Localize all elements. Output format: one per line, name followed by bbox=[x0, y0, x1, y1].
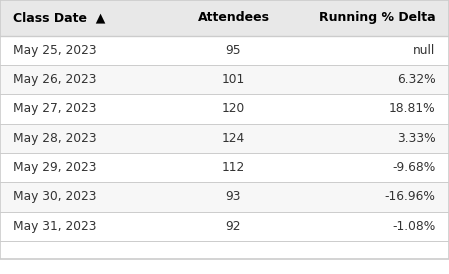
FancyBboxPatch shape bbox=[0, 182, 449, 212]
FancyBboxPatch shape bbox=[0, 153, 449, 182]
Text: Class Date  ▲: Class Date ▲ bbox=[13, 11, 106, 24]
Text: 93: 93 bbox=[226, 190, 241, 203]
Text: 95: 95 bbox=[226, 44, 241, 57]
FancyBboxPatch shape bbox=[0, 241, 449, 259]
Text: 120: 120 bbox=[222, 102, 245, 115]
Text: 112: 112 bbox=[222, 161, 245, 174]
FancyBboxPatch shape bbox=[0, 94, 449, 124]
Text: -9.68%: -9.68% bbox=[392, 161, 436, 174]
Text: -1.08%: -1.08% bbox=[392, 220, 436, 233]
FancyBboxPatch shape bbox=[0, 212, 449, 241]
Text: May 29, 2023: May 29, 2023 bbox=[13, 161, 97, 174]
FancyBboxPatch shape bbox=[0, 65, 449, 94]
Text: Running % Delta: Running % Delta bbox=[319, 11, 436, 24]
Text: 3.33%: 3.33% bbox=[397, 132, 436, 145]
FancyBboxPatch shape bbox=[0, 0, 449, 36]
Text: 92: 92 bbox=[226, 220, 241, 233]
Text: 124: 124 bbox=[222, 132, 245, 145]
Text: 18.81%: 18.81% bbox=[389, 102, 436, 115]
Text: null: null bbox=[413, 44, 436, 57]
Text: May 30, 2023: May 30, 2023 bbox=[13, 190, 97, 203]
FancyBboxPatch shape bbox=[0, 124, 449, 153]
Text: -16.96%: -16.96% bbox=[385, 190, 436, 203]
FancyBboxPatch shape bbox=[0, 36, 449, 65]
Text: 101: 101 bbox=[222, 73, 245, 86]
Text: 6.32%: 6.32% bbox=[397, 73, 436, 86]
Text: May 27, 2023: May 27, 2023 bbox=[13, 102, 97, 115]
Text: May 26, 2023: May 26, 2023 bbox=[13, 73, 97, 86]
Text: May 31, 2023: May 31, 2023 bbox=[13, 220, 97, 233]
Text: May 28, 2023: May 28, 2023 bbox=[13, 132, 97, 145]
Text: Attendees: Attendees bbox=[198, 11, 269, 24]
Text: May 25, 2023: May 25, 2023 bbox=[13, 44, 97, 57]
